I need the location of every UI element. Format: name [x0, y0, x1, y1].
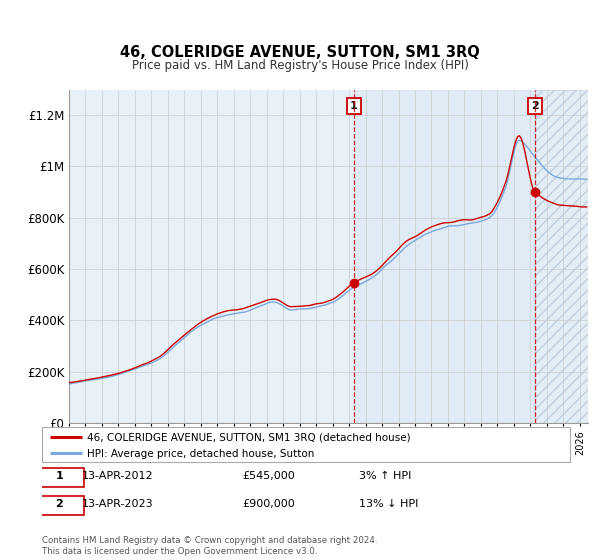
- Text: 46, COLERIDGE AVENUE, SUTTON, SM1 3RQ (detached house): 46, COLERIDGE AVENUE, SUTTON, SM1 3RQ (d…: [87, 433, 410, 443]
- Text: HPI: Average price, detached house, Sutton: HPI: Average price, detached house, Sutt…: [87, 449, 314, 459]
- Text: 13% ↓ HPI: 13% ↓ HPI: [359, 499, 418, 509]
- Text: 13-APR-2012: 13-APR-2012: [82, 471, 153, 481]
- Text: £545,000: £545,000: [242, 471, 295, 481]
- Text: 46, COLERIDGE AVENUE, SUTTON, SM1 3RQ: 46, COLERIDGE AVENUE, SUTTON, SM1 3RQ: [120, 45, 480, 60]
- Text: 1: 1: [55, 471, 63, 481]
- FancyBboxPatch shape: [42, 427, 570, 462]
- Text: Contains HM Land Registry data © Crown copyright and database right 2024.
This d: Contains HM Land Registry data © Crown c…: [42, 536, 377, 556]
- Bar: [535, 90, 588, 423]
- Text: £900,000: £900,000: [242, 499, 295, 509]
- Bar: [354, 90, 535, 423]
- Text: 2: 2: [55, 499, 63, 509]
- Text: 13-APR-2023: 13-APR-2023: [82, 499, 153, 509]
- FancyBboxPatch shape: [34, 496, 84, 515]
- Text: 2: 2: [531, 101, 539, 111]
- Text: 1: 1: [350, 101, 358, 111]
- Bar: [535, 90, 588, 423]
- Text: Price paid vs. HM Land Registry's House Price Index (HPI): Price paid vs. HM Land Registry's House …: [131, 59, 469, 72]
- FancyBboxPatch shape: [34, 468, 84, 487]
- Text: 3% ↑ HPI: 3% ↑ HPI: [359, 471, 411, 481]
